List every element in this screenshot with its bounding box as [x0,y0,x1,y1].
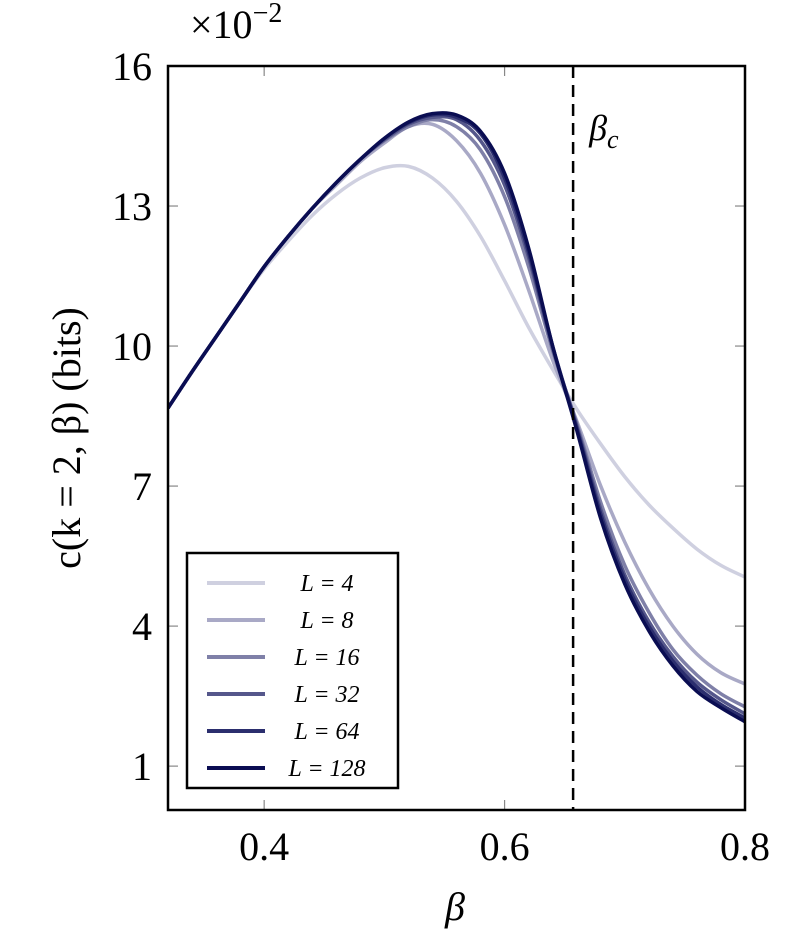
series-line [168,111,745,724]
y-tick-label: 10 [112,324,152,369]
x-tick-label: 0.4 [239,824,289,869]
y-multiplier: ×10−2 [190,0,282,47]
y-multiplier-exponent: −2 [253,0,283,29]
y-tick-label: 13 [112,184,152,229]
y-tick-label: 16 [112,44,152,89]
legend: L = 4 L = 8 L = 16 L = 32 L = 64 L = 128 [185,551,400,790]
legend-box [185,551,400,790]
x-tick-label: 0.8 [720,824,770,869]
y-axis-label: c(k = 2, β) (bits) [44,307,89,569]
legend-label: L = 128 [287,756,365,782]
legend-label: L = 4 [299,571,353,597]
plot-area: 1 4 7 10 13 16 0.4 0.6 0.8 βc [112,44,770,869]
critical-label: βc [588,108,619,154]
y-tick-label: 1 [132,744,152,789]
critical-label-sub: c [607,125,619,154]
legend-label: L = 8 [299,608,353,634]
critical-label-main: β [588,108,607,148]
y-tick-label: 7 [132,464,152,509]
x-tick-label: 0.6 [480,824,530,869]
series-line [168,163,745,579]
legend-label: L = 16 [293,645,359,671]
plot-frame [166,64,747,812]
y-multiplier-base: ×10 [190,2,253,47]
x-axis-label: β [444,884,465,929]
legend-label: L = 64 [293,719,359,745]
legend-label: L = 32 [293,682,359,708]
y-tick-label: 4 [132,604,152,649]
